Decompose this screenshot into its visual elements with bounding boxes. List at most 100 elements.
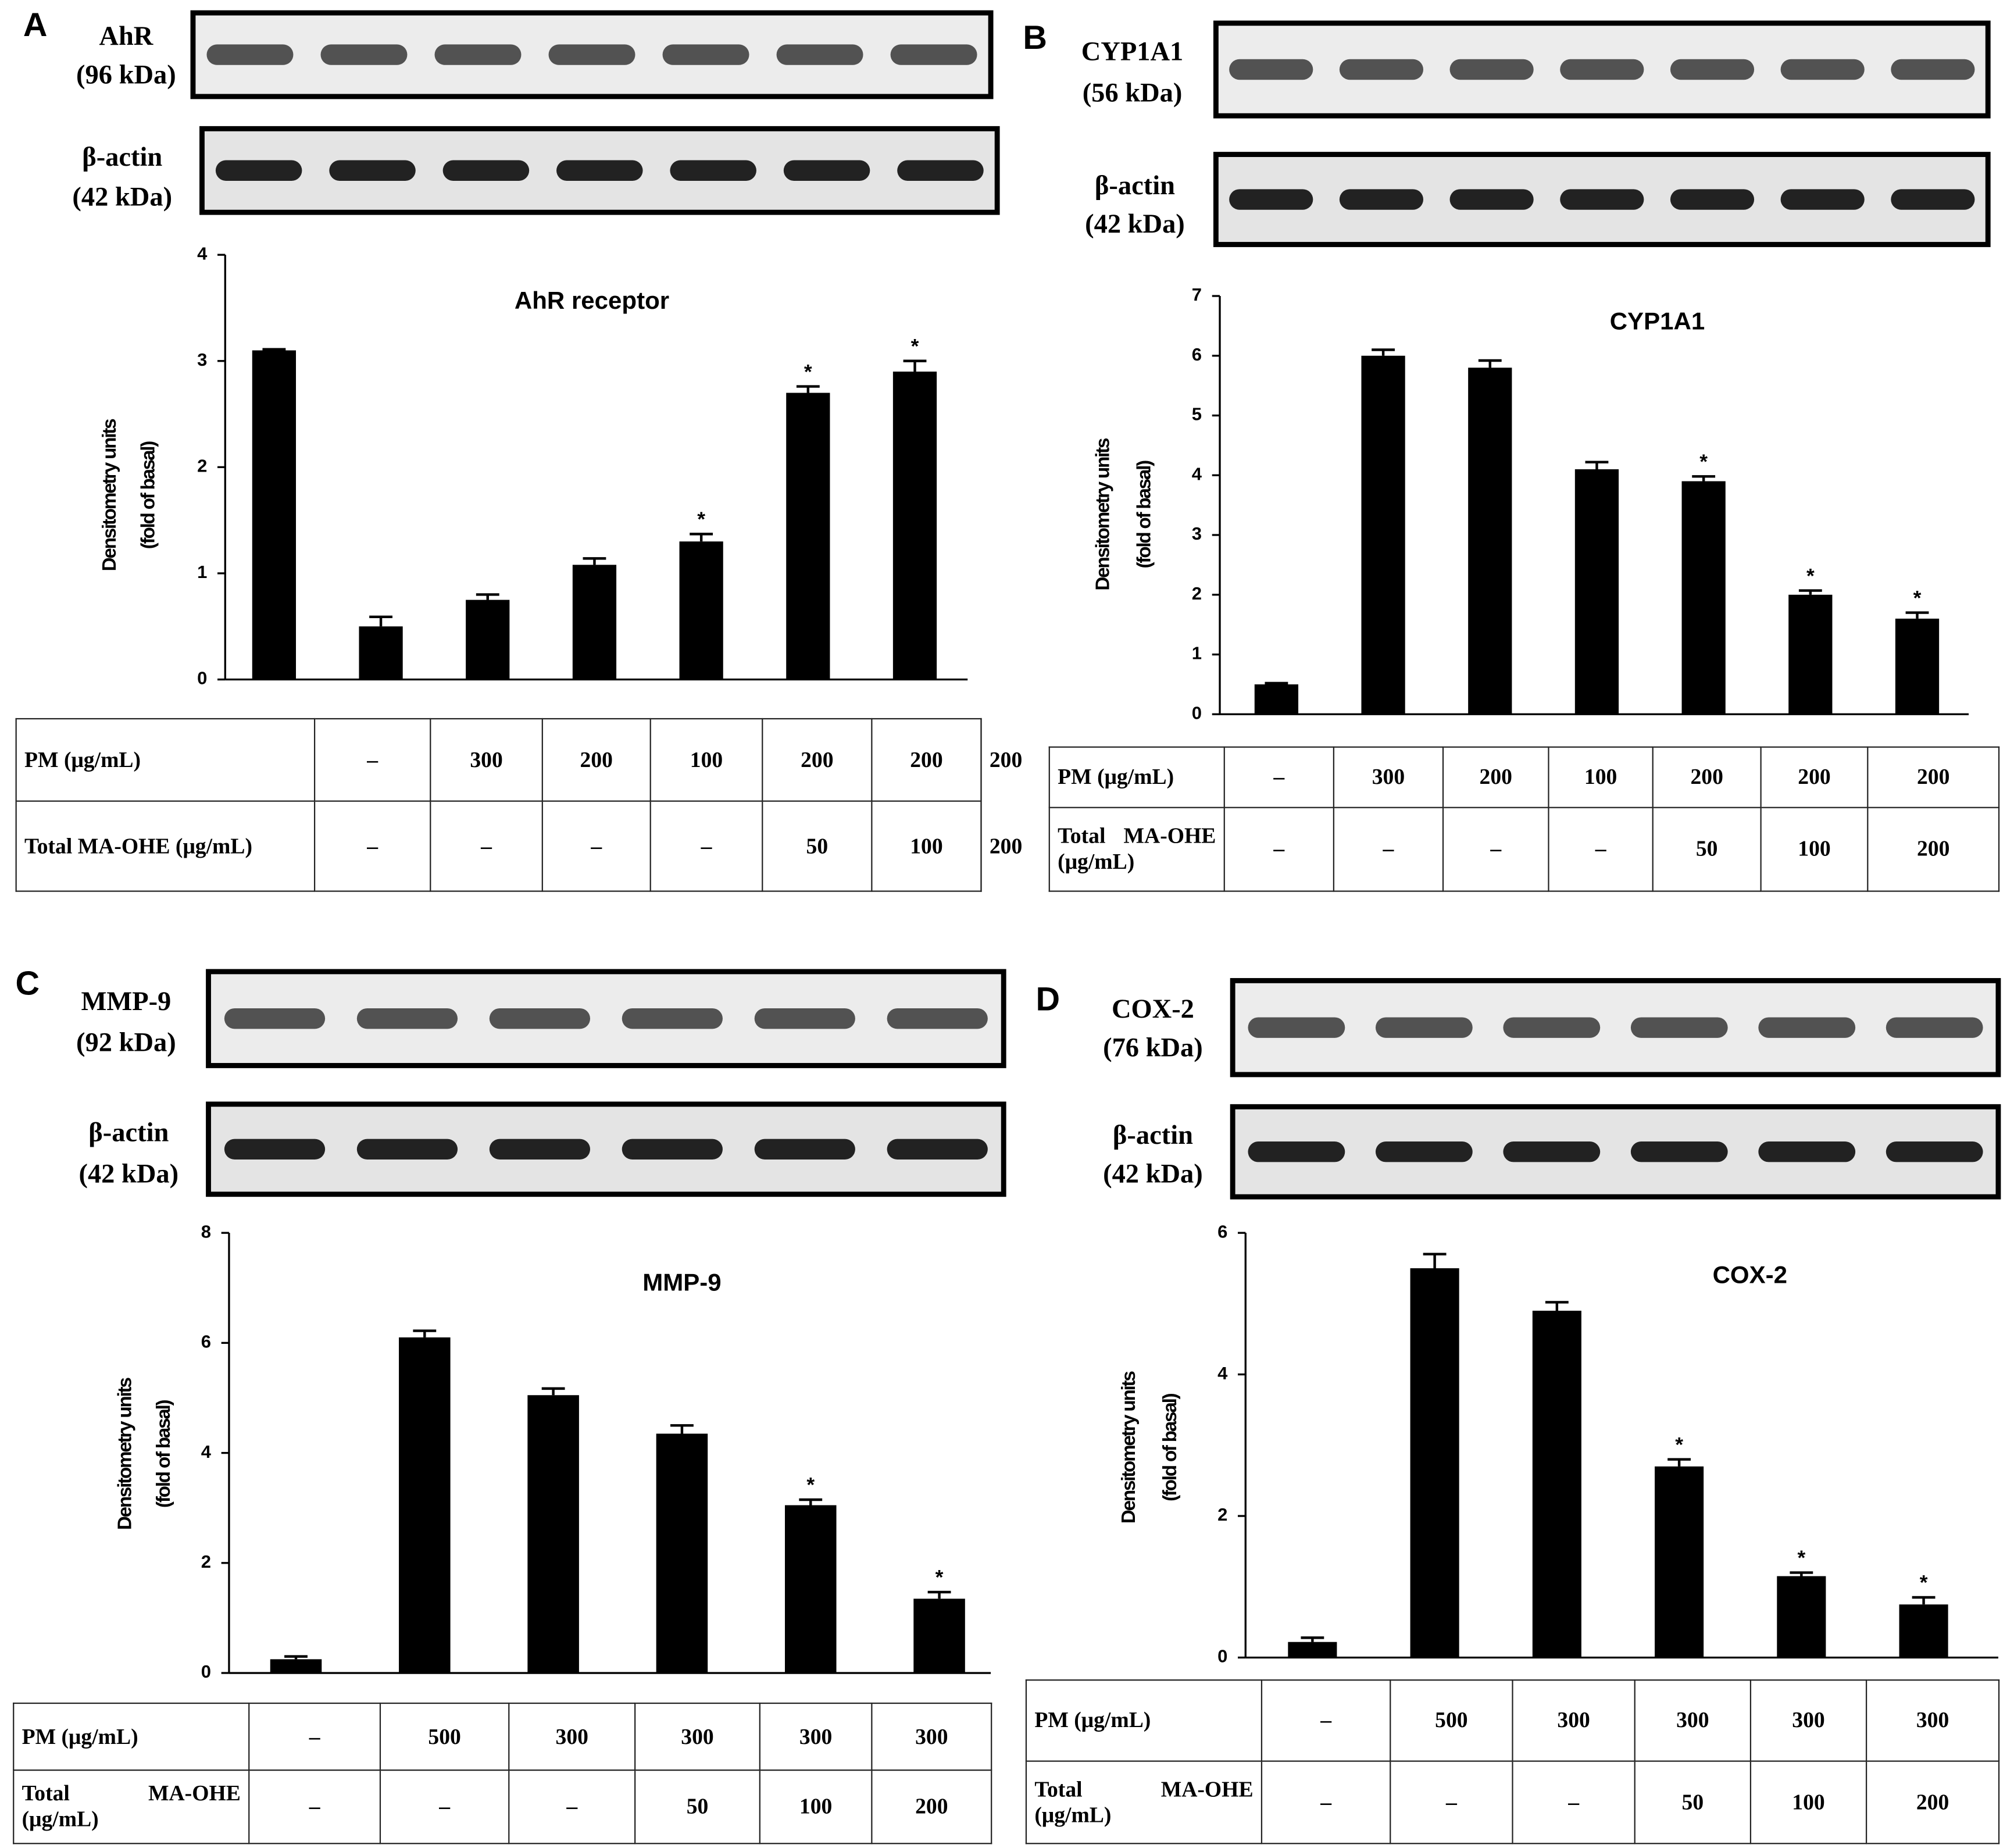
blot-band (1886, 1017, 1983, 1038)
significance-mark: * (911, 334, 919, 358)
blot-band (1229, 189, 1313, 210)
blot-band (1886, 1141, 1983, 1162)
blot-protein: β-actin (1095, 171, 1175, 201)
blot-band (622, 1139, 723, 1160)
error-bar (476, 593, 499, 600)
error-bar (1585, 461, 1609, 469)
bar (527, 1395, 579, 1674)
y-axis-label: (fold of basal) (138, 441, 159, 550)
blot-band (1375, 1017, 1473, 1038)
blot-protein: COX-2 (1112, 994, 1194, 1024)
blot-size: (42 kDa) (72, 183, 172, 212)
table-cell: – (1390, 1760, 1513, 1845)
table-cell: – (313, 718, 431, 802)
significance-mark: * (697, 508, 705, 531)
error-bar (1478, 359, 1502, 368)
bar (1788, 594, 1833, 715)
table-cell: 300 (1333, 746, 1444, 808)
blot-size: (42 kDa) (78, 1159, 178, 1189)
y-tick-label: 6 (1217, 1221, 1227, 1241)
table-cell: 200 (871, 1769, 992, 1845)
table-cell: 200 (871, 718, 982, 802)
error-bar (903, 359, 927, 372)
y-tick-label: 8 (201, 1221, 211, 1241)
bar (1410, 1268, 1459, 1658)
blot-band (1339, 189, 1424, 210)
row-header: PM (μg/mL) (1048, 746, 1225, 808)
condition-table: PM (μg/mL) –500 300 300 300 300 Total MA-OHE (… (13, 1702, 992, 1845)
table-cell: – (541, 800, 651, 892)
blot-band (1670, 59, 1755, 80)
error-bar (1301, 1636, 1324, 1642)
error-bar (1265, 682, 1288, 685)
y-tick-label: 0 (201, 1661, 211, 1682)
chart-title: COX-2 (1713, 1261, 1787, 1288)
table-cell: 300 (1865, 1679, 2000, 1762)
error-bar (1905, 611, 1929, 619)
blot-band (434, 44, 522, 65)
bar (466, 600, 510, 680)
blot-band (1449, 189, 1534, 210)
row-header: Total MA-OHE (μg/mL) (13, 1769, 250, 1845)
blot-band (442, 160, 530, 181)
blot-size: (92 kDa) (76, 1028, 176, 1058)
table-cell: 200 (1652, 746, 1762, 808)
y-tick-label: 2 (1192, 583, 1202, 604)
error-bar (1372, 348, 1395, 356)
table-cell: – (649, 800, 763, 892)
blot-band (1248, 1017, 1345, 1038)
blot-band (887, 1139, 988, 1160)
error-bar (1790, 1571, 1813, 1576)
blot-band (662, 44, 749, 65)
blot-band (754, 1008, 855, 1029)
table-cell: 300 (1634, 1679, 1752, 1762)
table-cell: 100 (649, 718, 763, 802)
blot-band (224, 1139, 326, 1160)
significance-mark: * (1699, 450, 1708, 473)
blot-band (356, 1139, 458, 1160)
table-cell: – (1548, 807, 1654, 892)
y-tick-label: 3 (197, 349, 207, 370)
bar (656, 1433, 708, 1674)
blot-frame (206, 1101, 1006, 1197)
panel-label: D (1036, 980, 1060, 1018)
blot-band (890, 44, 977, 65)
blot-band (754, 1139, 855, 1160)
table-cell: – (1442, 807, 1549, 892)
significance-mark: * (804, 360, 812, 383)
y-tick-label: 4 (197, 243, 208, 263)
table-cell: 200 (541, 718, 651, 802)
y-axis-label: (fold of basal) (1159, 1393, 1181, 1501)
bar (1899, 1604, 1948, 1658)
bar (270, 1659, 322, 1674)
blot-band (215, 160, 302, 181)
table-cell: 100 (1548, 746, 1654, 808)
table-cell: 300 (634, 1702, 760, 1771)
condition-table: PM (μg/mL) –300 200 100 200 200 200 Total MA-OH… (1048, 746, 2000, 892)
table-cell: 50 (1634, 1760, 1752, 1845)
table-cell: – (1260, 1679, 1391, 1762)
blot-protein: β-actin (82, 142, 162, 172)
blot-band (887, 1008, 988, 1029)
bar (1532, 1311, 1581, 1658)
blot-band (670, 160, 756, 181)
blot-band (356, 1008, 458, 1029)
table-cell: – (1223, 746, 1334, 808)
y-tick-label: 4 (1192, 463, 1202, 484)
error-bar (1667, 1458, 1691, 1467)
error-bar (413, 1329, 437, 1337)
table-cell: 500 (1390, 1679, 1513, 1762)
table-cell: 300 (1749, 1679, 1867, 1762)
error-bar (1798, 589, 1822, 595)
error-bar (1423, 1253, 1447, 1269)
blot-band (1758, 1141, 1856, 1162)
table-cell: 200 (1865, 1760, 2000, 1845)
bar (892, 372, 937, 680)
table-cell: 100 (1749, 1760, 1867, 1845)
error-bar (796, 385, 820, 393)
table-cell: 300 (759, 1702, 873, 1771)
blot-band (329, 160, 416, 181)
row-header: PM (μg/mL) (1025, 1679, 1263, 1762)
y-tick-label: 2 (197, 456, 207, 476)
